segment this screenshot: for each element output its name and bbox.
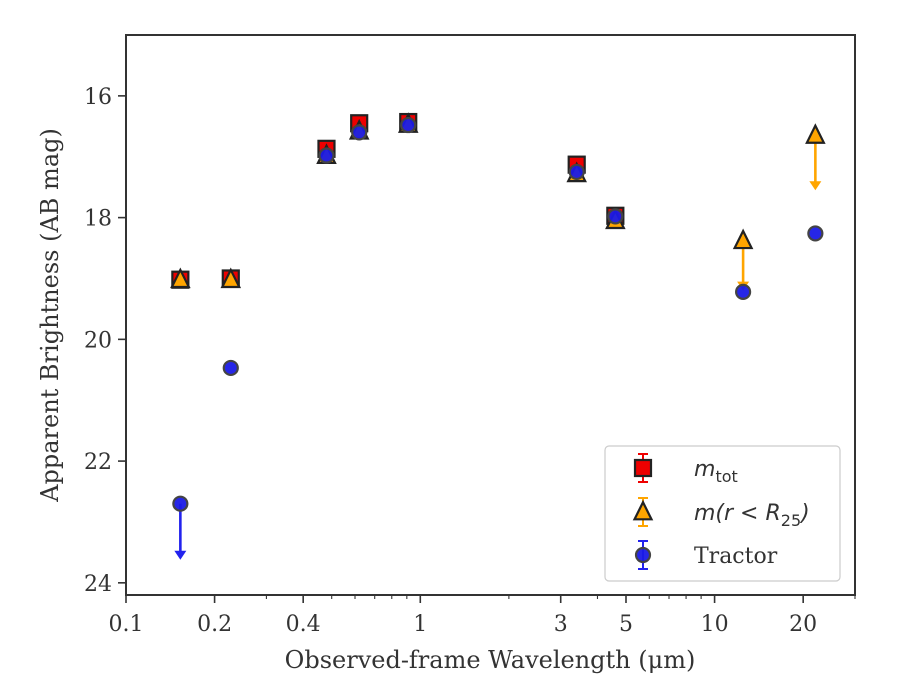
plot-frame [125, 34, 856, 596]
x-tick-label-2: 0.4 [286, 612, 321, 637]
legend: mtot m(r < R25) Tractor [604, 445, 841, 582]
y-tick-label-2: 20 [84, 328, 112, 353]
legend-label-main-0: m [694, 457, 715, 482]
x-axis-title: Observed-frame Wavelength (μm) [285, 646, 696, 674]
legend-label-main-1: m(r < R [694, 501, 781, 526]
circle-point-2-4 [400, 116, 417, 134]
x-tick-label-4: 3 [554, 612, 568, 637]
data-marks [170, 112, 826, 560]
legend-marker-2 [634, 546, 652, 564]
circle-point-2-0 [172, 495, 189, 512]
circle-point-2-6 [607, 208, 624, 225]
legend-label-2: Tractor [694, 544, 778, 569]
y-axis-title: Apparent Brightness (AB mag) [36, 128, 64, 503]
x-tick-label-7: 20 [789, 612, 817, 637]
axis-ticks: 0.1 0.2 0.4 1 3 5 10 20 16 18 20 22 24 [84, 85, 856, 637]
circle-point-2-2 [318, 147, 335, 164]
legend-label-1: m(r < R25) [694, 501, 810, 530]
upper-limit-arrow-1-8-head [809, 181, 822, 191]
x-tick-label-6: 10 [701, 612, 729, 637]
legend-label-main-2: Tractor [694, 544, 778, 569]
legend-label-0: mtot [694, 457, 738, 486]
series-2 [172, 116, 824, 560]
legend-marker-0 [633, 458, 653, 478]
circle-point-2-3 [351, 124, 368, 141]
x-tick-label-0: 0.1 [109, 612, 144, 637]
legend-box [604, 445, 841, 582]
circle-point-2-5 [568, 163, 585, 181]
y-tick-label-0: 16 [84, 85, 112, 110]
circle-point-2-8 [807, 225, 824, 242]
circle-point-2-1 [222, 359, 239, 377]
triangle-point-1-1 [220, 267, 242, 289]
triangle-point-1-7 [732, 228, 754, 250]
legend-label-sub-0: tot [715, 467, 737, 486]
legend-label-suffix-1: ) [799, 501, 810, 526]
circle-point-2-7 [735, 283, 752, 300]
x-tick-label-5: 5 [619, 612, 633, 637]
legend-label-sub-1: 25 [781, 511, 801, 530]
triangle-point-1-8 [805, 123, 826, 144]
y-tick-label-4: 24 [84, 572, 112, 597]
triangle-point-1-0 [170, 267, 191, 289]
x-tick-label-1: 0.2 [197, 612, 232, 637]
x-tick-label-3: 1 [413, 612, 427, 637]
legend-marker-1 [632, 499, 654, 521]
upper-limit-arrow-2-0 [174, 503, 187, 560]
y-tick-label-1: 18 [84, 207, 112, 232]
y-tick-label-3: 22 [84, 450, 112, 475]
upper-limit-arrow-2-0-head [174, 550, 187, 560]
